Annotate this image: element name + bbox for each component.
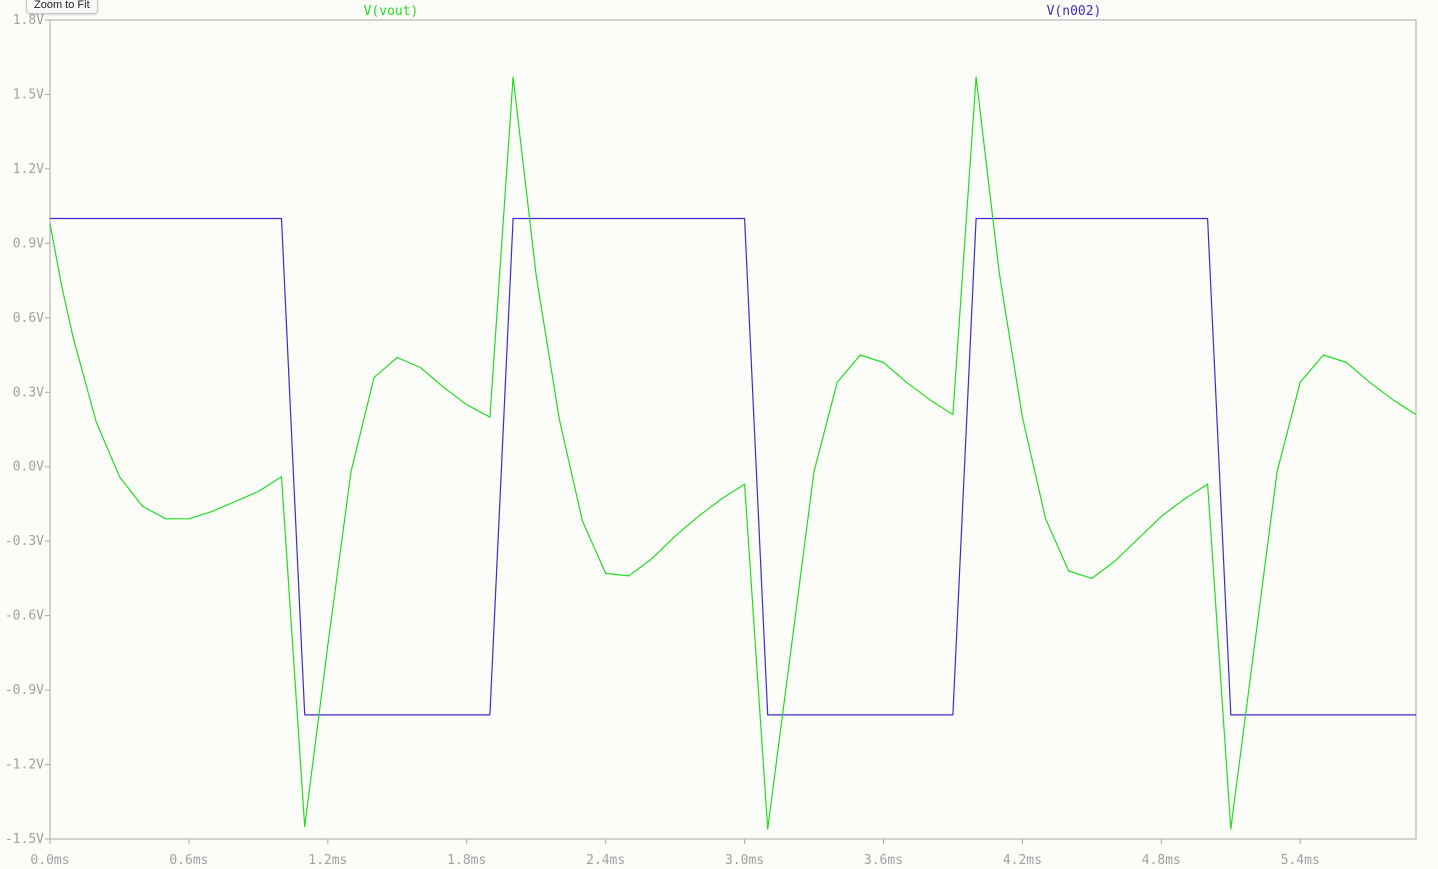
y-tick-label: 0.6V	[13, 311, 44, 326]
x-tick-label: 3.0ms	[725, 853, 764, 868]
x-tick-label: 5.4ms	[1281, 853, 1320, 868]
trace-v-vout[interactable]	[49, 76, 1417, 830]
legend-v-n002[interactable]: V(n002)	[1047, 4, 1102, 19]
y-tick-label: -1.2V	[5, 758, 44, 773]
y-tick-label: 1.2V	[13, 162, 44, 177]
legend-v-vout[interactable]: V(vout)	[364, 4, 419, 19]
x-tick-label: 4.2ms	[1003, 853, 1042, 868]
y-tick-label: -0.6V	[5, 609, 44, 624]
y-tick-label: 1.8V	[13, 13, 44, 28]
y-tick-label: 0.3V	[13, 385, 44, 400]
y-tick-label: 0.9V	[13, 236, 44, 251]
y-tick-label: -1.5V	[5, 832, 44, 847]
y-tick-label: -0.3V	[5, 534, 44, 549]
zoom-to-fit-button[interactable]: Zoom to Fit	[26, 0, 98, 14]
x-tick-label: 1.2ms	[308, 853, 347, 868]
y-tick-label: 0.0V	[13, 460, 44, 475]
y-axis: 1.8V 1.5V 1.2V 0.9V 0.6V 0.3V 0.0V -0.3V -0.6V -0…	[5, 13, 50, 847]
x-tick-label: 1.8ms	[447, 853, 486, 868]
y-tick-label: 1.5V	[13, 87, 44, 102]
x-tick-label: 3.6ms	[864, 853, 903, 868]
x-tick-label: 4.8ms	[1142, 853, 1181, 868]
traces	[49, 76, 1417, 830]
x-tick-label: 0.0ms	[30, 853, 69, 868]
x-tick-label: 0.6ms	[169, 853, 208, 868]
x-tick-label: 2.4ms	[586, 853, 625, 868]
trace-v-n002[interactable]	[50, 217, 1416, 716]
plot-frame	[49, 19, 1417, 840]
x-axis: 0.0ms 0.6ms 1.2ms 1.8ms 2.4ms 3.0ms 3.6ms 4.2ms…	[30, 839, 1320, 868]
legend[interactable]: V(vout) V(n002)	[364, 4, 1102, 19]
y-tick-label: -0.9V	[5, 683, 44, 698]
